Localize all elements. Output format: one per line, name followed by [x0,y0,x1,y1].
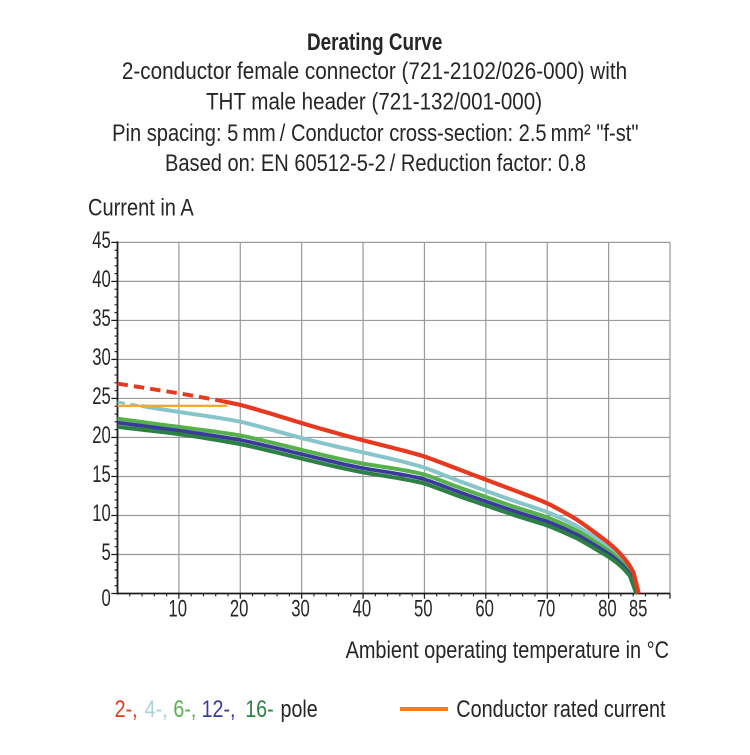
svg-text:25: 25 [92,383,111,410]
svg-text:35: 35 [92,305,111,332]
svg-text:pole: pole [281,695,318,722]
svg-text:Ambient operating temperature: Ambient operating temperature in °C [346,636,669,663]
svg-text:60: 60 [475,596,494,623]
svg-text:16-: 16- [245,695,273,722]
svg-text:20: 20 [230,596,249,623]
svg-text:85: 85 [629,596,648,623]
svg-text:80: 80 [598,596,617,623]
svg-text:THT male header (721-132/001-0: THT male header (721-132/001-000) [206,88,542,115]
svg-text:10: 10 [92,500,111,527]
svg-text:20: 20 [92,422,111,449]
svg-text:12-,: 12-, [202,695,236,722]
svg-text:2-,: 2-, [115,695,138,722]
svg-text:5: 5 [102,539,111,566]
svg-text:Based on: EN 60512-5-2 / Reduc: Based on: EN 60512-5-2 / Reduction facto… [165,149,586,176]
svg-text:Current in A: Current in A [88,194,194,221]
svg-text:30: 30 [92,344,111,371]
svg-text:0: 0 [102,585,111,612]
svg-text:50: 50 [414,596,433,623]
svg-text:40: 40 [92,266,111,293]
svg-text:2-conductor female connector (: 2-conductor female connector (721-2102/0… [122,58,627,85]
svg-text:Conductor rated current: Conductor rated current [456,695,665,722]
svg-text:Pin spacing: 5 mm / Conductor: Pin spacing: 5 mm / Conductor cross-sect… [112,119,638,146]
svg-text:70: 70 [537,596,556,623]
svg-text:45: 45 [92,227,111,254]
svg-text:4-,: 4-, [145,695,168,722]
svg-text:15: 15 [92,461,111,488]
svg-text:6-,: 6-, [173,695,196,722]
svg-text:Derating Curve: Derating Curve [307,28,442,56]
svg-text:10: 10 [168,596,187,623]
svg-text:40: 40 [353,596,372,623]
svg-text:30: 30 [291,596,310,623]
